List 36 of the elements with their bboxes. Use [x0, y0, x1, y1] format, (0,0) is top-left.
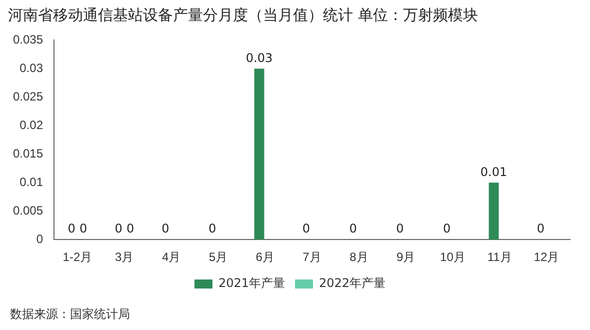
x-tick-label: 10月: [440, 250, 466, 264]
data-label: 0: [208, 222, 216, 236]
chart-title: 河南省移动通信基站设备产量分月度（当月值）统计 单位：万射频模块: [8, 6, 478, 25]
x-tick-label: 1-2月: [62, 250, 92, 264]
data-label: 0: [443, 222, 451, 236]
data-label: 0: [114, 222, 122, 236]
x-tick-label: 6月: [256, 250, 274, 264]
data-label: 0: [302, 222, 310, 236]
x-tick-label: 9月: [396, 250, 416, 264]
source-note: 数据来源：国家统计局: [10, 306, 130, 323]
x-tick-label: 7月: [302, 250, 322, 264]
x-tick-label: 12月: [534, 250, 560, 264]
x-tick-label: 5月: [208, 250, 228, 264]
data-label: 0: [396, 222, 404, 236]
x-tick-label: 4月: [162, 250, 181, 264]
y-tick-label: 0.03: [20, 61, 44, 75]
y-tick-label: 0.02: [20, 118, 44, 132]
y-tick-label: 0.015: [13, 146, 44, 160]
x-tick-label: 3月: [115, 250, 134, 264]
legend-label: 2022年产量: [319, 276, 386, 290]
y-tick-label: 0: [36, 232, 44, 246]
data-label: 0.03: [246, 50, 273, 65]
data-label: 0.01: [480, 164, 508, 179]
data-label: 0: [349, 222, 357, 236]
y-tick-label: 0.005: [13, 203, 44, 218]
x-tick-label: 8月: [350, 250, 368, 264]
data-label: 0: [68, 222, 76, 236]
data-label: 0: [80, 222, 88, 236]
y-tick-label: 0.035: [13, 32, 44, 47]
data-label: 0: [126, 222, 134, 236]
x-tick-label: 11月: [487, 250, 512, 264]
data-label: 0: [536, 222, 545, 236]
y-tick-label: 0.025: [13, 89, 44, 104]
legend-label: 2021年产量: [218, 276, 286, 290]
data-label: 0: [162, 222, 170, 236]
y-tick-label: 0.01: [20, 174, 44, 189]
